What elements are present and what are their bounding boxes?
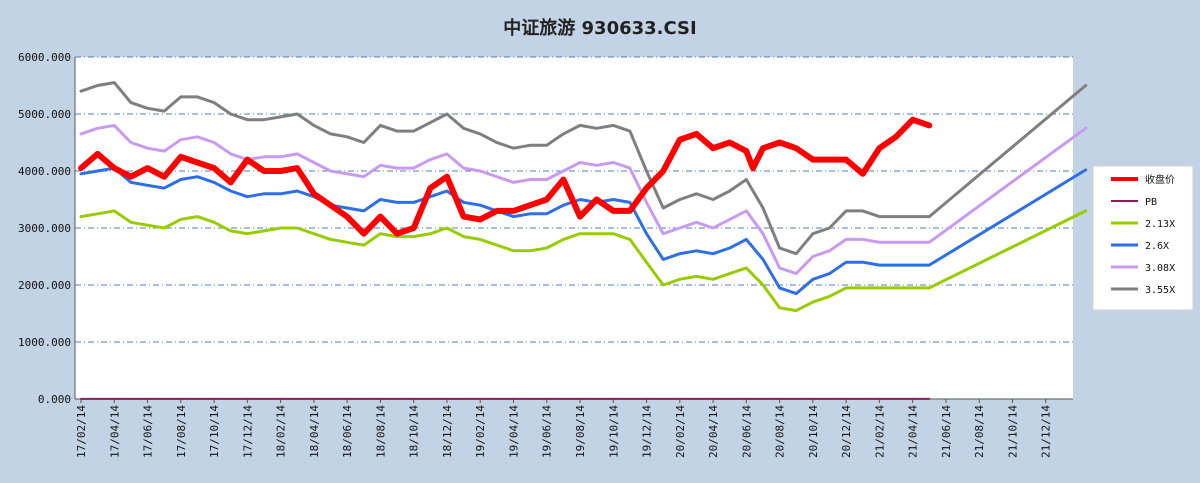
legend <box>1092 165 1194 311</box>
x-tick-label: 17/06/14 <box>142 405 155 458</box>
y-tick-label: 6000.000 <box>18 51 71 64</box>
x-tick-label: 21/08/14 <box>973 405 986 458</box>
x-tick-label: 18/10/14 <box>408 405 421 458</box>
x-tick-label: 20/08/14 <box>774 405 787 458</box>
x-tick-label: 19/10/14 <box>607 405 620 458</box>
series-line-1 <box>78 116 933 237</box>
y-tick-label: 4000.000 <box>18 165 71 178</box>
x-tick-label: 21/10/14 <box>1006 405 1019 458</box>
chart-title: 中证旅游 930633.CSI <box>503 18 697 39</box>
x-tick-label: 19/12/14 <box>641 405 654 458</box>
series-line-5 <box>79 123 1088 276</box>
x-tick-label: 18/04/14 <box>308 405 321 458</box>
legend-label: 2.6X <box>1145 241 1169 252</box>
legend-label: 3.08X <box>1145 263 1175 274</box>
y-tick-label: 2000.000 <box>18 279 71 292</box>
x-tick-label: 20/02/14 <box>674 405 687 458</box>
x-tick-label: 19/06/14 <box>541 405 554 458</box>
x-tick-label: 17/12/14 <box>241 405 254 458</box>
series-line-4 <box>79 166 1088 296</box>
x-tick-label: 21/12/14 <box>1040 405 1053 458</box>
x-tick-label: 19/08/14 <box>574 405 587 458</box>
x-tick-label: 20/06/14 <box>740 405 753 458</box>
x-tick-label: 20/12/14 <box>840 405 853 458</box>
series-line-3 <box>79 209 1088 313</box>
y-tick-label: 1000.000 <box>18 336 71 349</box>
y-tick-label: 0.000 <box>38 393 71 406</box>
x-tick-label: 18/02/14 <box>275 405 288 458</box>
series-line-6 <box>79 81 1088 256</box>
x-tick-label: 21/02/14 <box>873 405 886 458</box>
y-tick-label: 3000.000 <box>18 222 71 235</box>
x-tick-label: 18/12/14 <box>441 405 454 458</box>
x-tick-label: 20/04/14 <box>707 405 720 458</box>
legend-label: 3.55X <box>1145 285 1175 296</box>
x-tick-label: 21/06/14 <box>940 405 953 458</box>
x-tick-label: 17/02/14 <box>75 405 88 458</box>
legend-label: PB <box>1145 197 1157 208</box>
x-tick-label: 21/04/14 <box>907 405 920 458</box>
x-tick-label: 17/10/14 <box>208 405 221 458</box>
y-tick-label: 5000.000 <box>18 108 71 121</box>
x-tick-label: 19/04/14 <box>507 405 520 458</box>
x-tick-label: 17/08/14 <box>175 405 188 458</box>
legend-label: 2.13X <box>1145 219 1175 230</box>
x-tick-label: 20/10/14 <box>807 405 820 458</box>
x-tick-label: 18/08/14 <box>374 405 387 458</box>
legend-label: 收盘价 <box>1145 173 1175 186</box>
x-tick-label: 17/04/14 <box>108 405 121 458</box>
x-tick-label: 19/02/14 <box>474 405 487 458</box>
x-tick-label: 18/06/14 <box>341 405 354 458</box>
